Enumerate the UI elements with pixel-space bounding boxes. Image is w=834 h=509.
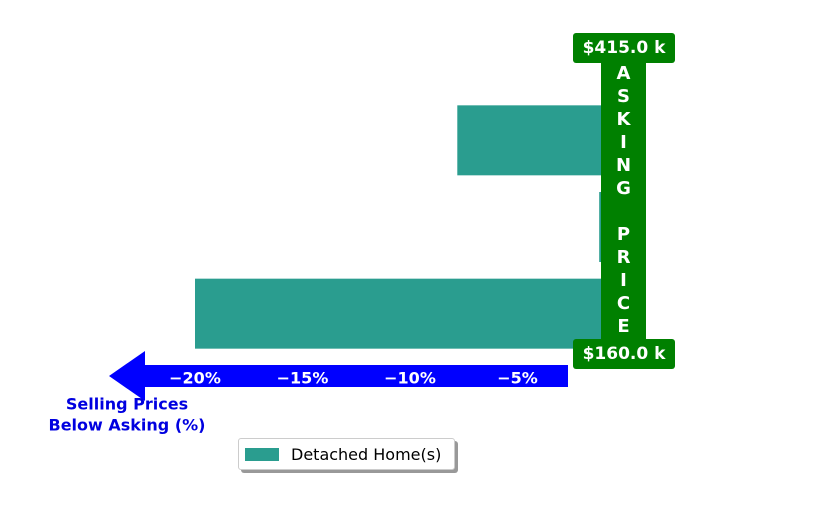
axis-arrow [109, 351, 568, 401]
legend-swatch [245, 447, 279, 461]
legend-label: Detached Home(s) [291, 444, 442, 464]
price-label: $415.0 k [573, 33, 675, 63]
x-axis-label: Selling Prices [66, 395, 188, 414]
x-tick-label: −15% [277, 369, 329, 388]
price-label: $160.0 k [573, 339, 675, 369]
x-tick-label: −5% [497, 369, 538, 388]
asking-price-band: ASKING PRICE [601, 62, 646, 340]
bar [457, 105, 625, 176]
x-tick-label: −20% [169, 369, 221, 388]
legend: Detached Home(s) [238, 438, 455, 470]
x-axis-label: Below Asking (%) [49, 416, 206, 435]
bar [195, 278, 625, 349]
x-tick-label: −10% [384, 369, 436, 388]
